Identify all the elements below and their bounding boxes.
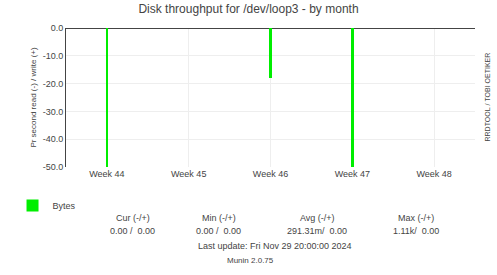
svg-text:0.0: 0.0 <box>51 23 64 33</box>
svg-text:0.00 / 0.00: 0.00 / 0.00 <box>196 226 241 236</box>
svg-text:Min (-/+): Min (-/+) <box>202 213 236 223</box>
svg-text:Pr second read (-) / write (+): Pr second read (-) / write (+) <box>29 47 38 148</box>
svg-text:Max (-/+): Max (-/+) <box>398 213 434 223</box>
svg-text:-50.0: -50.0 <box>43 162 64 172</box>
svg-text:291.31m/ 0.00: 291.31m/ 0.00 <box>287 226 347 236</box>
svg-text:Munin 2.0.75: Munin 2.0.75 <box>227 256 274 265</box>
svg-text:-20.0: -20.0 <box>43 79 64 89</box>
svg-text:Week 44: Week 44 <box>89 169 124 179</box>
svg-text:Cur (-/+): Cur (-/+) <box>116 213 150 223</box>
svg-text:1.11k/ 0.00: 1.11k/ 0.00 <box>393 226 439 236</box>
svg-text:Week 47: Week 47 <box>335 169 370 179</box>
svg-text:Avg (-/+): Avg (-/+) <box>300 213 335 223</box>
svg-text:Week 48: Week 48 <box>416 169 451 179</box>
svg-text:-10.0: -10.0 <box>43 51 64 61</box>
svg-text:Week 46: Week 46 <box>253 169 288 179</box>
svg-text:-40.0: -40.0 <box>43 134 64 144</box>
svg-text:Disk throughput for /dev/loop3: Disk throughput for /dev/loop3 - by mont… <box>138 2 358 16</box>
svg-text:-30.0: -30.0 <box>43 107 64 117</box>
svg-text:Bytes: Bytes <box>53 201 76 211</box>
svg-text:Last update: Fri Nov 29 20:00:: Last update: Fri Nov 29 20:00:00 2024 <box>198 241 352 251</box>
svg-text:0.00 / 0.00: 0.00 / 0.00 <box>110 226 155 236</box>
svg-text:Week 45: Week 45 <box>171 169 206 179</box>
svg-text:RRDTOOL / TOBI OETIKER: RRDTOOL / TOBI OETIKER <box>484 53 491 142</box>
